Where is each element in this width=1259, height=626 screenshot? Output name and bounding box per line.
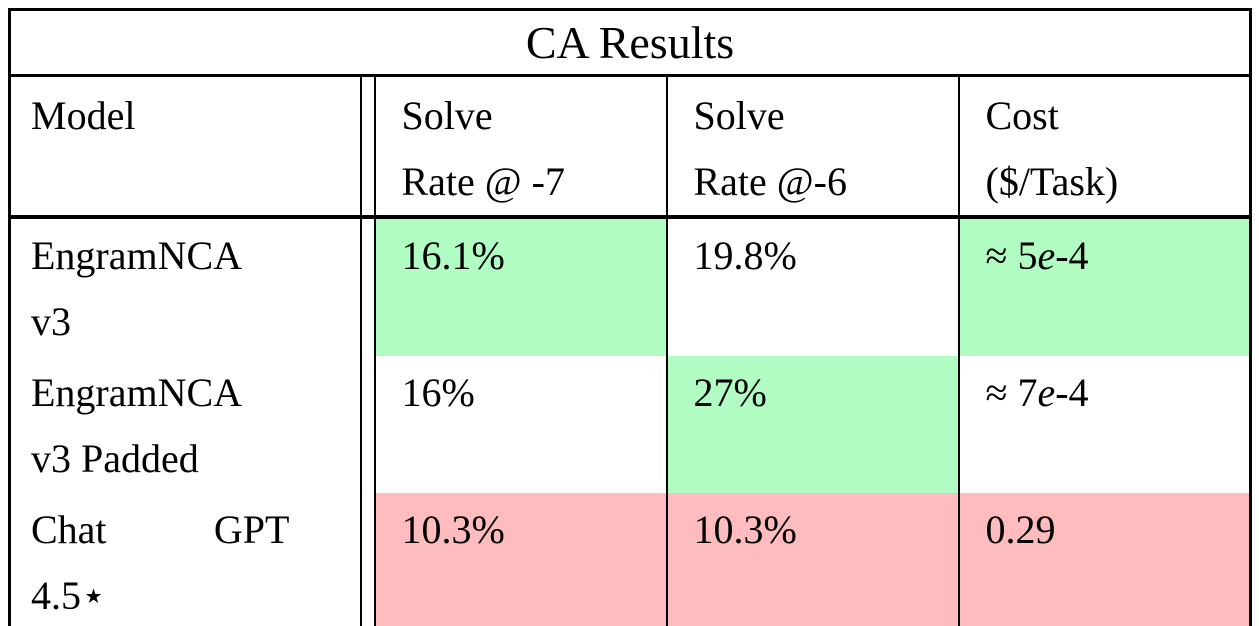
cell-value: 27%: [693, 370, 767, 415]
header-label-line1: Cost: [985, 93, 1059, 138]
cell-value-italic: e: [1037, 233, 1056, 278]
model-text: EngramNCA: [31, 233, 243, 278]
model-line2: v3 Padded: [31, 436, 199, 481]
cell-value: 0.29: [985, 507, 1056, 552]
title-row: CA Results: [9, 9, 1251, 77]
model-line1: Chat GPT: [31, 497, 290, 563]
model-text: Chat: [31, 507, 107, 552]
model-text: EngramNCA: [31, 370, 243, 415]
solve-rate-6-cell: 10.3%: [666, 493, 960, 626]
solve-rate-6-column-header: Solve Rate @-6: [666, 75, 960, 219]
column-separator: [360, 75, 376, 219]
table-row-chat-gpt-45: Chat GPT 4.5⋆ 10.3% 10.3% 0.29: [9, 493, 1251, 626]
table-title: CA Results: [9, 9, 1251, 77]
solve-rate-7-cell: 16%: [374, 356, 668, 493]
solve-rate-7-column-header: Solve Rate @ -7: [374, 75, 668, 219]
cell-value: -4: [1055, 233, 1089, 278]
model-column-header: Model: [9, 75, 362, 219]
table-row-engramnca-v3: EngramNCA v3 16.1% 19.8% ≈ 5e-4: [9, 217, 1251, 356]
header-label-line1: Solve: [693, 93, 785, 138]
model-text: GPT: [213, 507, 290, 552]
model-cell: EngramNCA v3 Padded: [9, 356, 362, 493]
column-separator: [360, 356, 376, 493]
cell-value: 10.3%: [401, 507, 505, 552]
solve-rate-6-cell: 19.8%: [666, 217, 960, 356]
cell-value: 16%: [401, 370, 475, 415]
cost-cell: ≈ 7e-4: [959, 356, 1251, 493]
header-label: Model: [31, 93, 136, 138]
model-line1: EngramNCA: [31, 360, 290, 426]
model-line1: EngramNCA: [31, 223, 290, 289]
model-cell: EngramNCA v3: [9, 217, 362, 356]
column-separator: [360, 493, 376, 626]
cost-column-header: Cost ($/Task): [958, 75, 1251, 219]
column-separator: [360, 217, 376, 356]
model-cell: Chat GPT 4.5⋆: [9, 493, 362, 626]
cell-value: ≈ 7: [985, 370, 1038, 415]
header-row: Model Solve Rate @ -7 Solve Rate @-6 Cos…: [9, 75, 1251, 219]
solve-rate-6-cell: 27%: [666, 356, 960, 493]
header-label-line1: Solve: [401, 93, 493, 138]
cost-cell: ≈ 5e-4: [958, 217, 1251, 356]
solve-rate-7-cell: 16.1%: [374, 217, 668, 356]
model-line2: v3: [31, 299, 71, 344]
header-label-line2: Rate @ -7: [401, 159, 565, 204]
header-label-line2: Rate @-6: [693, 159, 847, 204]
model-line2: 4.5⋆: [31, 573, 107, 618]
header-label-line2: ($/Task): [985, 159, 1119, 204]
cost-cell: 0.29: [958, 493, 1251, 626]
cell-value: 16.1%: [401, 233, 505, 278]
cell-value-italic: e: [1037, 370, 1056, 415]
table-row-engramnca-v3-padded: EngramNCA v3 Padded 16% 27% ≈ 7e-4: [9, 356, 1251, 493]
cell-value: -4: [1055, 370, 1089, 415]
cell-value: ≈ 5: [985, 233, 1038, 278]
cell-value: 10.3%: [693, 507, 797, 552]
solve-rate-7-cell: 10.3%: [374, 493, 668, 626]
cell-value: 19.8%: [693, 233, 797, 278]
ca-results-table: CA Results Model Solve Rate @ -7 Solve R…: [8, 8, 1252, 626]
